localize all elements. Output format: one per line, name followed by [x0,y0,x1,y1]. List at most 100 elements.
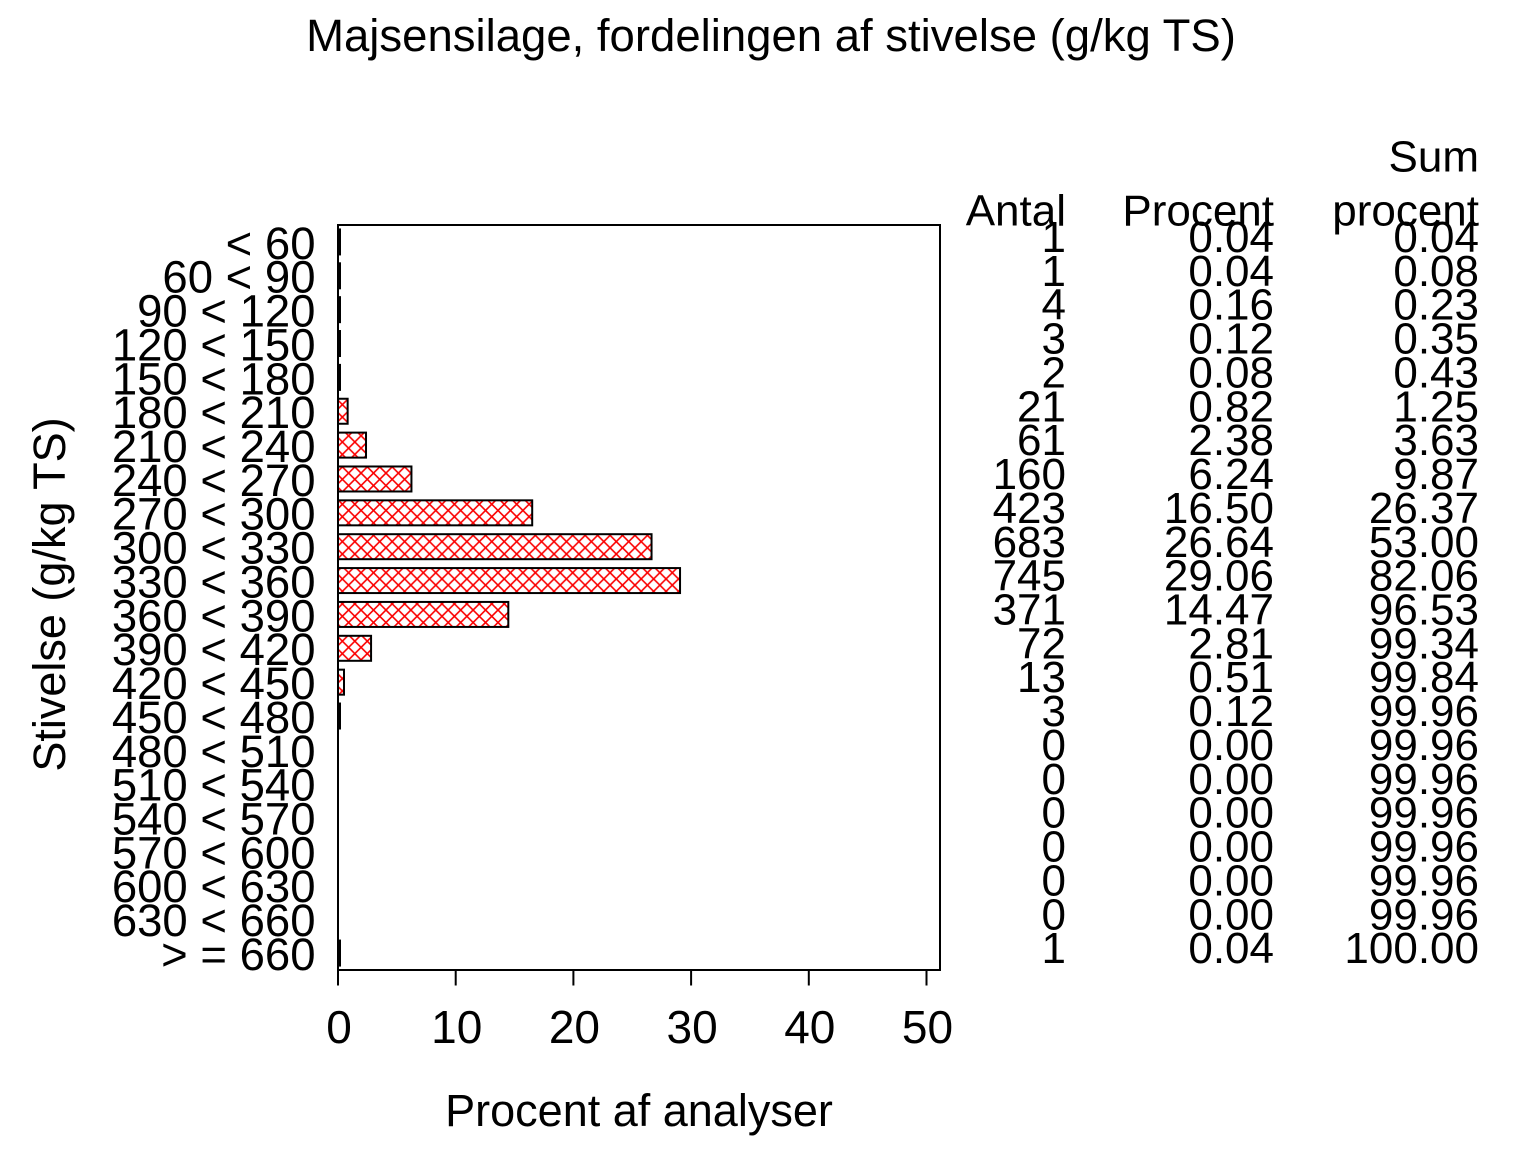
svg-text:4: 4 [1042,281,1066,330]
svg-text:82.06: 82.06 [1369,552,1479,601]
svg-text:99.96: 99.96 [1369,687,1479,736]
svg-text:60 < 90: 60 < 90 [162,252,315,303]
svg-text:50: 50 [902,1001,953,1053]
svg-text:0: 0 [1042,721,1066,770]
svg-text:450 < 480: 450 < 480 [112,692,316,743]
svg-text:99.96: 99.96 [1369,856,1479,905]
svg-text:390 < 420: 390 < 420 [112,624,316,675]
svg-text:0: 0 [1042,823,1066,872]
svg-text:99.84: 99.84 [1369,653,1479,702]
svg-text:180 < 210: 180 < 210 [112,387,316,438]
svg-text:1: 1 [1042,924,1066,973]
svg-text:10: 10 [431,1001,482,1053]
svg-text:0.35: 0.35 [1393,315,1479,364]
svg-text:9.87: 9.87 [1393,450,1479,499]
svg-text:120 < 150: 120 < 150 [112,319,316,370]
svg-text:100.00: 100.00 [1344,924,1479,973]
svg-text:360 < 390: 360 < 390 [112,590,316,641]
svg-text:0.00: 0.00 [1188,823,1274,872]
svg-text:423: 423 [993,484,1066,533]
svg-text:510 < 540: 510 < 540 [112,760,316,811]
svg-text:21: 21 [1017,382,1066,431]
svg-text:0: 0 [326,1001,352,1053]
svg-text:99.96: 99.96 [1369,755,1479,804]
svg-text:72: 72 [1017,619,1066,668]
svg-text:90 < 120: 90 < 120 [137,286,315,337]
svg-text:29.06: 29.06 [1164,552,1274,601]
svg-text:99.34: 99.34 [1369,619,1479,668]
svg-text:1: 1 [1042,247,1066,296]
svg-text:99.96: 99.96 [1369,789,1479,838]
svg-text:6.24: 6.24 [1188,450,1274,499]
svg-text:0.12: 0.12 [1188,315,1274,364]
svg-text:683: 683 [993,518,1066,567]
svg-text:13: 13 [1017,653,1066,702]
svg-text:16.50: 16.50 [1164,484,1274,533]
svg-text:420 < 450: 420 < 450 [112,658,316,709]
svg-text:14.47: 14.47 [1164,586,1274,635]
svg-text:0.00: 0.00 [1188,789,1274,838]
svg-text:0: 0 [1042,789,1066,838]
svg-text:> = 660: > = 660 [161,929,315,980]
svg-text:Majsensilage, fordelingen af s: Majsensilage, fordelingen af stivelse (g… [306,10,1236,61]
svg-text:0: 0 [1042,755,1066,804]
svg-text:0.12: 0.12 [1188,687,1274,736]
svg-text:Procent: Procent [1122,187,1274,236]
svg-text:0.16: 0.16 [1188,281,1274,330]
svg-text:0.04: 0.04 [1188,247,1274,296]
svg-text:0.43: 0.43 [1393,349,1479,398]
svg-text:745: 745 [993,552,1066,601]
svg-text:0: 0 [1042,890,1066,939]
svg-text:0.00: 0.00 [1188,856,1274,905]
svg-text:0.08: 0.08 [1393,247,1479,296]
svg-text:3: 3 [1042,687,1066,736]
svg-text:Sum: Sum [1389,133,1479,182]
svg-text:540 < 570: 540 < 570 [112,794,316,845]
svg-text:3: 3 [1042,315,1066,364]
svg-text:99.96: 99.96 [1369,721,1479,770]
svg-text:0.00: 0.00 [1188,755,1274,804]
svg-text:20: 20 [549,1001,600,1053]
svg-text:61: 61 [1017,416,1066,465]
svg-text:3.63: 3.63 [1393,416,1479,465]
svg-text:26.64: 26.64 [1164,518,1274,567]
svg-text:630 < 660: 630 < 660 [112,895,316,946]
svg-text:160: 160 [993,450,1066,499]
svg-text:0.00: 0.00 [1188,721,1274,770]
svg-text:0.08: 0.08 [1188,349,1274,398]
svg-text:270 < 300: 270 < 300 [112,489,316,540]
svg-text:330 < 360: 330 < 360 [112,556,316,607]
svg-text:1: 1 [1042,213,1066,262]
svg-text:40: 40 [784,1001,835,1053]
svg-text:2.38: 2.38 [1188,416,1274,465]
svg-text:570 < 600: 570 < 600 [112,827,316,878]
svg-text:600 < 630: 600 < 630 [112,861,316,912]
svg-text:0.51: 0.51 [1188,653,1274,702]
svg-text:26.37: 26.37 [1369,484,1479,533]
svg-text:Procent af analyser: Procent af analyser [445,1085,833,1136]
svg-text:0.00: 0.00 [1188,890,1274,939]
svg-text:0.82: 0.82 [1188,382,1274,431]
svg-text:2.81: 2.81 [1188,619,1274,668]
svg-text:53.00: 53.00 [1369,518,1479,567]
svg-text:371: 371 [993,586,1066,635]
svg-text:0.04: 0.04 [1393,213,1479,262]
svg-text:210 < 240: 210 < 240 [112,421,316,472]
svg-text:0.23: 0.23 [1393,281,1479,330]
svg-text:30: 30 [667,1001,718,1053]
svg-text:150 < 180: 150 < 180 [112,353,316,404]
svg-text:Stivelse (g/kg TS): Stivelse (g/kg TS) [24,417,75,771]
svg-text:480 < 510: 480 < 510 [112,726,316,777]
svg-text:0.04: 0.04 [1188,213,1274,262]
svg-text:0: 0 [1042,856,1066,905]
svg-text:240 < 270: 240 < 270 [112,455,316,506]
svg-text:procent: procent [1332,187,1479,236]
svg-text:0.04: 0.04 [1188,924,1274,973]
svg-text:1.25: 1.25 [1393,382,1479,431]
svg-text:2: 2 [1042,349,1066,398]
svg-text:96.53: 96.53 [1369,586,1479,635]
svg-text:300 < 330: 300 < 330 [112,523,316,574]
svg-text:< 60: < 60 [226,218,316,269]
svg-text:Antal: Antal [966,187,1066,236]
svg-text:99.96: 99.96 [1369,890,1479,939]
